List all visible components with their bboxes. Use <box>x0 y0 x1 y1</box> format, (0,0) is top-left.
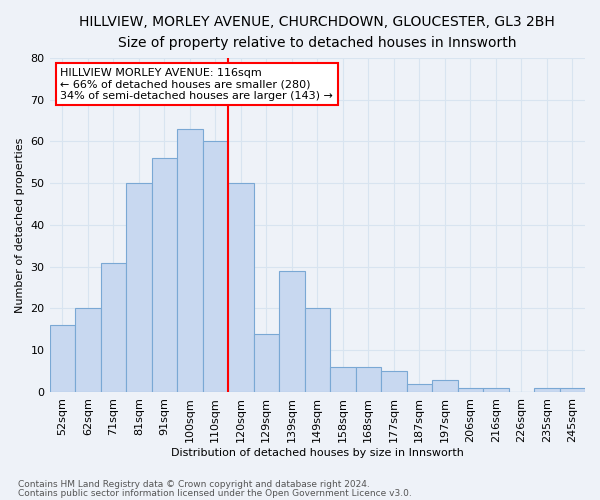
Title: HILLVIEW, MORLEY AVENUE, CHURCHDOWN, GLOUCESTER, GL3 2BH
Size of property relati: HILLVIEW, MORLEY AVENUE, CHURCHDOWN, GLO… <box>79 15 555 50</box>
Bar <box>356 367 381 392</box>
Bar <box>305 308 330 392</box>
Bar <box>75 308 101 392</box>
Bar <box>279 271 305 392</box>
Text: Contains HM Land Registry data © Crown copyright and database right 2024.: Contains HM Land Registry data © Crown c… <box>18 480 370 489</box>
Bar <box>152 158 177 392</box>
Bar <box>407 384 432 392</box>
Text: Contains public sector information licensed under the Open Government Licence v3: Contains public sector information licen… <box>18 489 412 498</box>
Y-axis label: Number of detached properties: Number of detached properties <box>15 137 25 312</box>
Bar <box>534 388 560 392</box>
X-axis label: Distribution of detached houses by size in Innsworth: Distribution of detached houses by size … <box>171 448 464 458</box>
Bar <box>458 388 483 392</box>
Bar <box>177 129 203 392</box>
Bar <box>126 183 152 392</box>
Bar <box>101 262 126 392</box>
Bar <box>330 367 356 392</box>
Bar <box>50 325 75 392</box>
Bar <box>381 371 407 392</box>
Bar <box>560 388 585 392</box>
Bar <box>254 334 279 392</box>
Text: HILLVIEW MORLEY AVENUE: 116sqm
← 66% of detached houses are smaller (280)
34% of: HILLVIEW MORLEY AVENUE: 116sqm ← 66% of … <box>60 68 333 101</box>
Bar <box>432 380 458 392</box>
Bar <box>483 388 509 392</box>
Bar <box>228 183 254 392</box>
Bar <box>203 142 228 392</box>
